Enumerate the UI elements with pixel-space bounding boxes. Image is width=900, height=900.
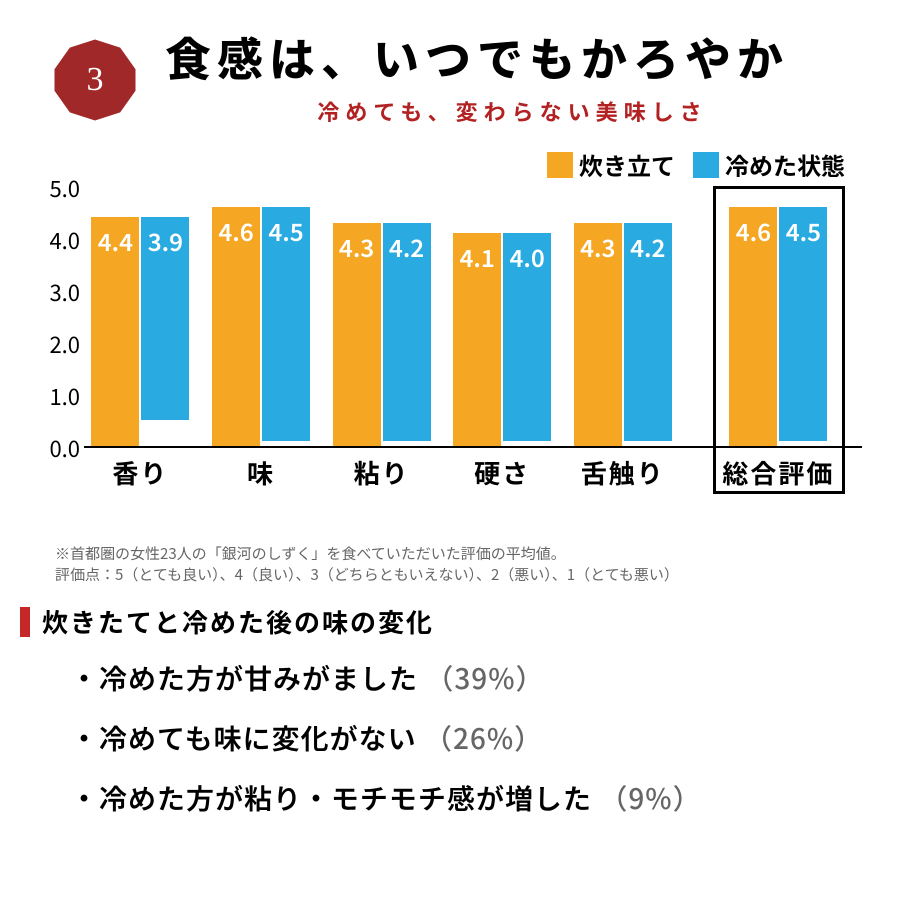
bar-value-label: 4.3 — [574, 229, 622, 264]
bar-value-label: 4.2 — [383, 229, 431, 264]
bullet-percent: （9%） — [599, 778, 701, 818]
bar-value-label: 4.1 — [453, 239, 501, 274]
bar-value-label: 3.9 — [141, 223, 189, 258]
y-tick-label: 4.0 — [49, 229, 80, 251]
bar-series-b: 4.5 — [262, 207, 310, 441]
bullet-item: ・冷めた方が甘みがました （39%） — [70, 658, 870, 698]
title-block: 食感は、いつでもかろやか 冷めても、変わらない美味しさ — [165, 30, 860, 127]
bar-series-b: 4.2 — [624, 223, 672, 441]
y-tick-label: 3.0 — [49, 281, 80, 303]
bar-value-label: 4.6 — [729, 213, 777, 248]
bar-series-a: 4.3 — [574, 223, 622, 447]
bar-value-label: 4.6 — [212, 213, 260, 248]
header: 3 食感は、いつでもかろやか 冷めても、変わらない美味しさ — [0, 0, 900, 127]
bar-value-label: 4.5 — [779, 213, 827, 248]
chart: 0.01.02.03.04.05.0 4.43.9香り4.64.5味4.34.2… — [38, 188, 862, 488]
y-axis: 0.01.02.03.04.05.0 — [38, 188, 84, 448]
y-tick-label: 2.0 — [49, 333, 80, 355]
bar-series-a: 4.6 — [729, 207, 777, 446]
category-label: 総合評価 — [722, 446, 835, 491]
main-title: 食感は、いつでもかろやか — [165, 30, 860, 85]
subtitle: 冷めても、変わらない美味しさ — [165, 95, 860, 127]
bar-series-a: 4.4 — [91, 217, 139, 446]
section-heading: 炊きたてと冷めた後の味の変化 — [20, 603, 880, 640]
bar-series-b: 3.9 — [141, 217, 189, 420]
legend-label-b: 冷めた状態 — [725, 147, 845, 182]
heading-marker — [20, 607, 30, 637]
y-tick-label: 5.0 — [49, 177, 80, 199]
footnote-line: ※首都圏の女性23人の「銀河のしずく」を食べていただいた評価の平均値。 — [55, 543, 845, 564]
chart-legend: 炊き立て 冷めた状態 — [0, 127, 900, 182]
bar-series-a: 4.6 — [212, 207, 260, 446]
plot-area: 4.43.9香り4.64.5味4.34.2粘り4.14.0硬さ4.34.2舌触り… — [84, 188, 862, 448]
legend-item-b: 冷めた状態 — [693, 147, 845, 182]
bar-value-label: 4.0 — [503, 239, 551, 274]
category-label: 硬さ — [446, 446, 559, 491]
bar-series-b: 4.5 — [779, 207, 827, 441]
legend-item-a: 炊き立て — [547, 147, 675, 182]
legend-label-a: 炊き立て — [579, 147, 675, 182]
bar-group: 4.64.5総合評価 — [722, 207, 835, 446]
bar-series-a: 4.1 — [453, 233, 501, 446]
bar-value-label: 4.3 — [333, 229, 381, 264]
category-label: 香り — [84, 446, 197, 491]
category-label: 舌触り — [566, 446, 679, 491]
bar-value-label: 4.4 — [91, 223, 139, 258]
bar-value-label: 4.5 — [262, 213, 310, 248]
bar-series-b: 4.2 — [383, 223, 431, 441]
bullet-text: ・冷めても味に変化がない — [70, 718, 424, 758]
bullet-item: ・冷めても味に変化がない （26%） — [70, 718, 870, 758]
bar-group: 4.34.2舌触り — [566, 223, 679, 447]
bullet-text: ・冷めた方が粘り・モチモチ感が増した — [70, 778, 599, 818]
footnote-line: 評価点：5（とても良い）、4（良い）、3（どちらともいえない）、2（悪い）、1（… — [55, 564, 845, 585]
badge-icon: 3 — [50, 35, 140, 125]
badge-number: 3 — [87, 61, 104, 99]
bar-group: 4.43.9香り — [84, 217, 197, 446]
bar-series-a: 4.3 — [333, 223, 381, 447]
category-label: 粘り — [325, 446, 438, 491]
bullet-text: ・冷めた方が甘みがました — [70, 658, 425, 698]
bar-group: 4.14.0硬さ — [446, 233, 559, 446]
y-tick-label: 1.0 — [49, 385, 80, 407]
bullet-percent: （39%） — [425, 658, 544, 698]
y-tick-label: 0.0 — [49, 437, 80, 459]
bar-value-label: 4.2 — [624, 229, 672, 264]
legend-swatch-a — [547, 152, 573, 178]
section-heading-text: 炊きたてと冷めた後の味の変化 — [42, 603, 434, 640]
bullet-percent: （26%） — [424, 718, 543, 758]
bullet-list: ・冷めた方が甘みがました （39%）・冷めても味に変化がない （26%）・冷めた… — [0, 640, 900, 818]
category-label: 味 — [205, 446, 318, 491]
bullet-item: ・冷めた方が粘り・モチモチ感が増した （9%） — [70, 778, 870, 818]
bar-group: 4.34.2粘り — [325, 223, 438, 447]
bar-series-b: 4.0 — [503, 233, 551, 441]
legend-swatch-b — [693, 152, 719, 178]
footnote: ※首都圏の女性23人の「銀河のしずく」を食べていただいた評価の平均値。 評価点：… — [0, 488, 900, 585]
bar-group: 4.64.5味 — [205, 207, 318, 446]
